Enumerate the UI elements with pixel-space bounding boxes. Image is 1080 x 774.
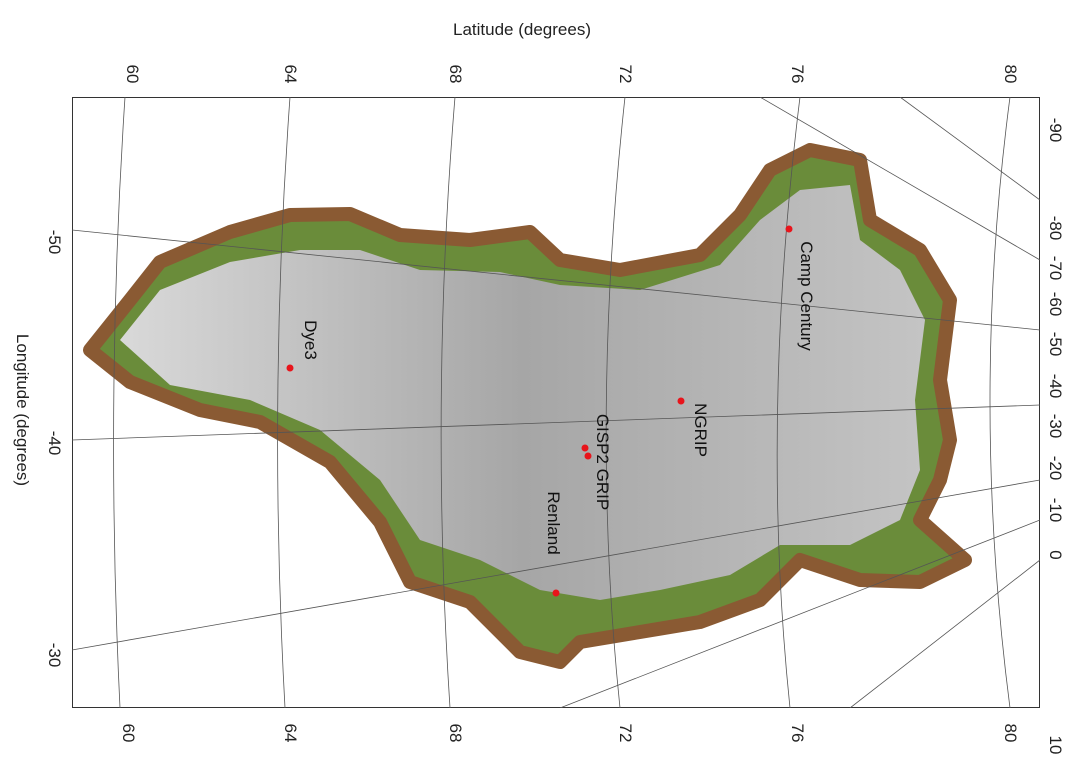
lon-tick-right: -60 — [1046, 291, 1065, 317]
lat-tick-bottom: 60 — [119, 723, 138, 743]
lon-tick-right: -40 — [1046, 373, 1065, 399]
lon-tick-right: 0 — [1046, 550, 1065, 560]
lon-tick-right: -30 — [1046, 413, 1065, 439]
lat-tick-bottom: 68 — [446, 723, 465, 743]
lon-tick-right: -70 — [1046, 255, 1065, 281]
lon-tick-right: -50 — [1046, 331, 1065, 357]
lat-tick-top: 60 — [123, 64, 142, 84]
lon-tick-left: -40 — [45, 430, 64, 456]
lat-tick-top: 76 — [788, 64, 807, 84]
lon-tick-left: -30 — [45, 642, 64, 668]
map-frame — [72, 97, 1040, 708]
graticule — [72, 97, 1040, 708]
lon-tick-right: -80 — [1046, 215, 1065, 241]
site-marker-ngrip — [677, 397, 685, 405]
longitude-axis-title: Longitude (degrees) — [13, 333, 32, 487]
site-label-renland: Renland — [544, 491, 563, 555]
site-marker-dye3 — [286, 364, 294, 372]
lat-tick-top: 64 — [281, 64, 300, 84]
lon-tick-right: -10 — [1046, 497, 1065, 523]
lat-tick-bottom: 76 — [788, 723, 807, 743]
site-marker-grip — [584, 452, 592, 460]
lat-tick-bottom: 72 — [616, 723, 635, 743]
site-marker-camp-century — [785, 225, 793, 233]
site-markers — [286, 225, 793, 597]
lat-tick-top: 68 — [446, 64, 465, 84]
lat-tick-top: 72 — [616, 64, 635, 84]
latitude-axis-title: Latitude (degrees) — [453, 20, 591, 39]
site-marker-renland — [552, 589, 560, 597]
site-label-gisp2-grip: GISP2 GRIP — [593, 413, 612, 511]
lat-tick-bottom: 64 — [281, 723, 300, 743]
lat-tick-top: 80 — [1001, 64, 1020, 84]
ice-sheet — [120, 185, 925, 600]
site-label-dye3: Dye3 — [301, 320, 320, 360]
site-label-camp-century: Camp Century — [797, 241, 816, 351]
lon-tick-right: -20 — [1046, 455, 1065, 481]
lon-tick-right: 10 — [1046, 735, 1065, 755]
lon-tick-left: -50 — [45, 229, 64, 255]
site-marker-gisp2 — [581, 444, 589, 452]
site-label-ngrip: NGRIP — [691, 403, 710, 457]
lat-tick-bottom: 80 — [1001, 723, 1020, 743]
lon-tick-right: -90 — [1046, 117, 1065, 143]
